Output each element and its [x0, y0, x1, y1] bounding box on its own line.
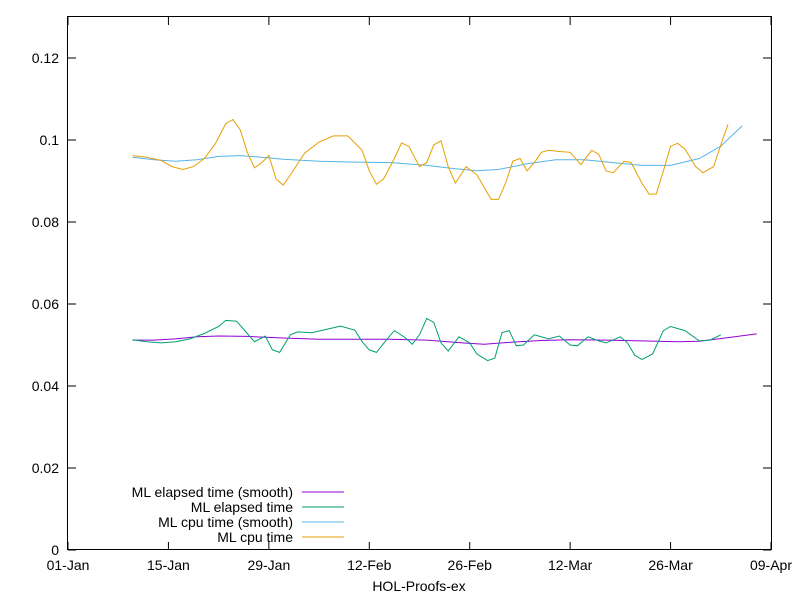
y-tick-label: 0.08: [32, 214, 59, 230]
x-tick-label: 26-Feb: [448, 557, 493, 573]
legend-label: ML elapsed time (smooth): [132, 484, 293, 500]
x-axis: 01-Jan 15-Jan 29-Jan 12-Feb 26-Feb 12-Mar 26-M…: [47, 17, 792, 573]
legend-label: ML cpu time (smooth): [158, 514, 293, 530]
y-tick-label: 0.06: [32, 296, 59, 312]
series-line-ml-elapsed-time-smooth: [132, 333, 757, 345]
x-tick-label: 09-Apr: [750, 557, 792, 573]
plot-frame: [67, 16, 772, 550]
y-tick-label: 0.02: [32, 460, 59, 476]
y-tick-label: 0.12: [32, 50, 59, 66]
legend-label: ML elapsed time: [191, 499, 293, 515]
series-layer: [132, 118, 757, 362]
x-tick-label: 01-Jan: [47, 557, 90, 573]
x-tick-label: 29-Jan: [247, 557, 290, 573]
y-tick-label: 0: [51, 542, 59, 558]
x-tick-label: 26-Mar: [648, 557, 693, 573]
x-tick-label: 12-Mar: [548, 557, 593, 573]
series-line-ml-cpu-time: [132, 118, 729, 200]
x-tick-label: 12-Feb: [347, 557, 392, 573]
legend: ML elapsed time (smooth)ML elapsed timeM…: [132, 484, 344, 545]
x-tick-label: 15-Jan: [147, 557, 190, 573]
y-axis: 0 0.02 0.04 0.06 0.08 0.1 0.12: [32, 50, 771, 558]
series-line-ml-cpu-time-smooth: [132, 125, 743, 172]
series-line-ml-elapsed-time: [132, 317, 722, 362]
legend-label: ML cpu time: [217, 529, 293, 545]
y-tick-label: 0.04: [32, 378, 59, 394]
y-tick-label: 0.1: [40, 132, 60, 148]
x-axis-title: HOL-Proofs-ex: [372, 578, 465, 594]
